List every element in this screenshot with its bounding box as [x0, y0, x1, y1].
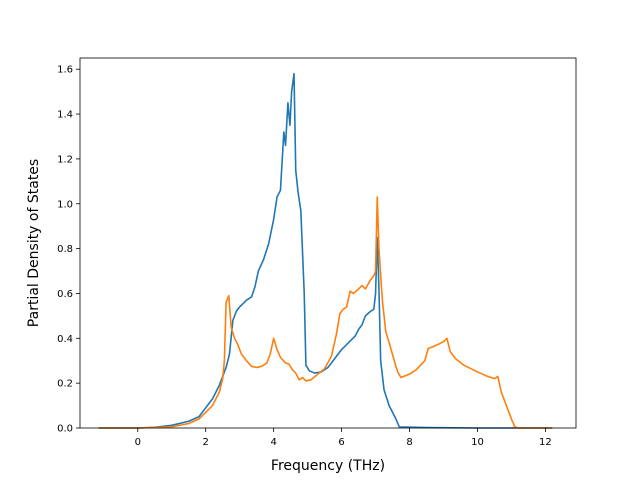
y-tick-label: 1.0 — [57, 199, 73, 210]
x-tick-label: 8 — [406, 437, 412, 448]
x-tick-label: 10 — [471, 437, 484, 448]
x-tick-label: 2 — [203, 437, 209, 448]
y-tick-label: 1.4 — [57, 110, 73, 121]
plot-background — [80, 58, 576, 428]
plot-frame — [79, 57, 577, 429]
y-tick-label: 1.2 — [57, 154, 73, 165]
x-axis: 0 2 4 6 8 10 12 — [135, 428, 552, 448]
series-line-2 — [98, 196, 553, 429]
series-layer — [98, 72, 553, 429]
y-tick-label: 0.2 — [57, 379, 73, 390]
y-tick-label: 1.6 — [57, 65, 73, 76]
y-tick-label: 0.8 — [57, 244, 73, 255]
y-tick-label: 0.4 — [57, 334, 73, 345]
x-tick-label: 12 — [539, 437, 552, 448]
y-tick-label: 0.6 — [57, 289, 73, 300]
y-axis: 0.0 0.2 0.4 0.6 0.8 1.0 1.2 1.4 1.6 — [57, 65, 80, 435]
x-tick-label: 0 — [135, 437, 141, 448]
y-tick-label: 0.0 — [57, 424, 73, 435]
y-axis-label: Partial Density of States — [26, 159, 42, 327]
x-tick-label: 4 — [270, 437, 276, 448]
x-axis-label: Frequency (THz) — [271, 458, 385, 474]
x-tick-label: 6 — [338, 437, 344, 448]
